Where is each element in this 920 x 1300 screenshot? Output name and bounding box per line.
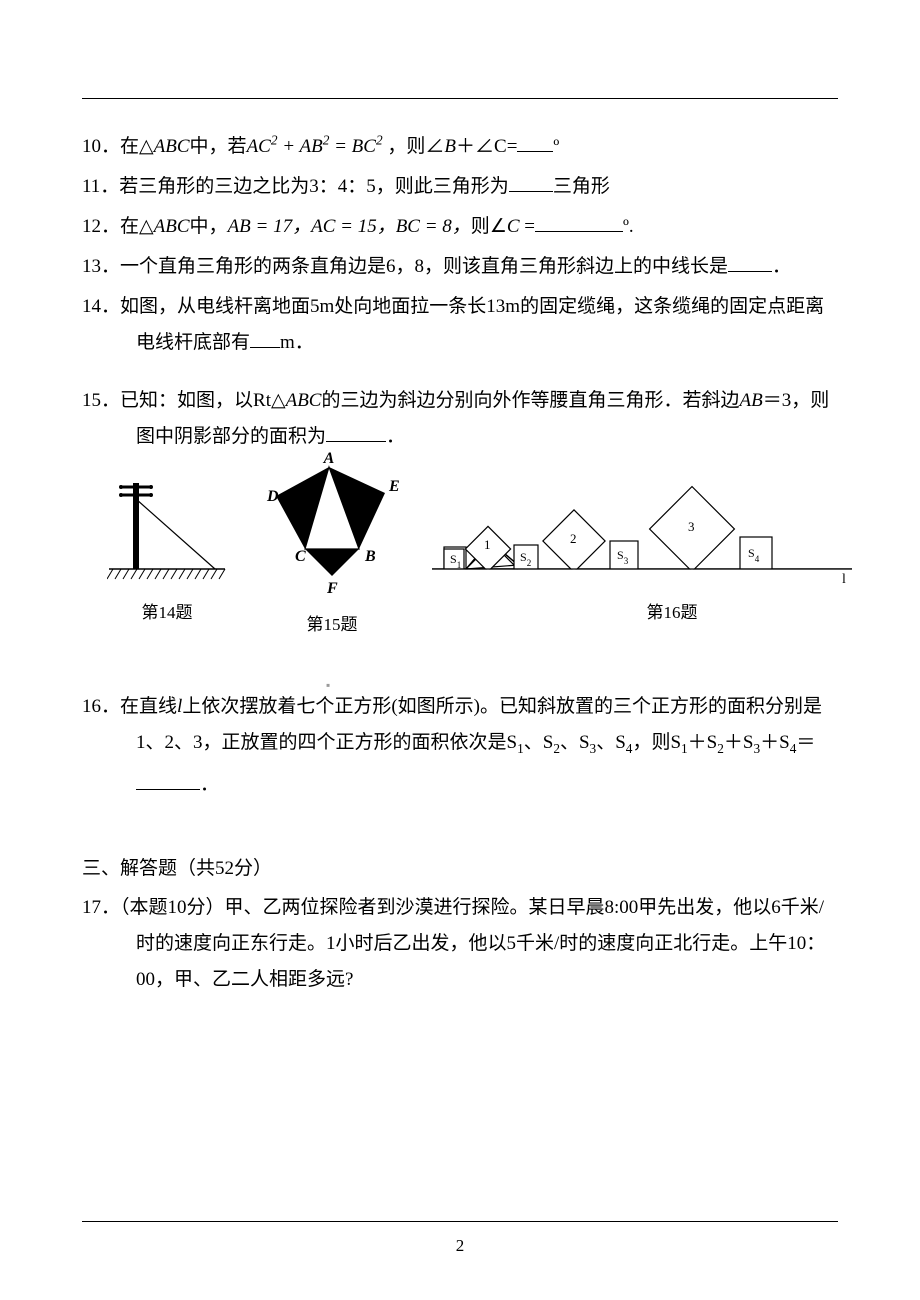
q10-angC: C= xyxy=(494,136,517,157)
q12-seg: AB = 17，AC = 15，BC = 8， xyxy=(228,216,471,237)
figure-16: S1 1 S2 2 S3 3 S4 l 第16题 xyxy=(432,459,852,623)
q10-unit: º xyxy=(553,136,559,157)
sub2b: 2 xyxy=(717,741,724,756)
q10-num: 10． xyxy=(82,136,120,157)
figure-15: A C B D E F 第15题 xyxy=(257,441,407,635)
q10-angB: B xyxy=(444,136,456,157)
q12-unit: º. xyxy=(623,216,634,237)
question-16: 16．在直线l上依次摆放着七个正方形(如图所示)。已知斜放置的三个正方形的面积分… xyxy=(82,689,838,803)
bottom-rule xyxy=(82,1221,838,1222)
q16-p1: ＋S xyxy=(688,732,718,753)
label-B: B xyxy=(364,548,376,565)
q13-a: 一个直角三角形的两条直角边是6，8，则该直角三角形斜边上的中线长是 xyxy=(120,256,728,277)
figure-16-caption: 第16题 xyxy=(492,598,852,623)
q13-num: 13． xyxy=(82,256,120,277)
q16-c: ，则S xyxy=(632,732,681,753)
figures-row: 第14题 A C B D E F xyxy=(82,459,838,639)
q12-tri: △ABC xyxy=(139,216,190,237)
q13-blank xyxy=(728,252,772,272)
question-17: 17．（本题10分）甲、乙两位探险者到沙漠进行探险。某日早晨8:00甲先出发，他… xyxy=(82,890,838,998)
question-11: 11．若三角形的三边之比为3：4：5，则此三角形为 三角形 xyxy=(82,169,838,205)
q16-period: ． xyxy=(200,774,219,795)
spacer xyxy=(82,365,838,383)
label-D: D xyxy=(266,488,279,505)
sub2: 2 xyxy=(553,741,560,756)
q10-plus: ＋∠ xyxy=(456,136,494,157)
q10-tri: △ABC xyxy=(139,136,190,157)
q14-blank xyxy=(250,328,280,348)
q16-a: 在直线 xyxy=(120,696,177,717)
q12-ang: ∠C = xyxy=(490,216,535,237)
q16-blank xyxy=(136,770,200,790)
q12-a: 在 xyxy=(120,216,139,237)
q15-a: 已知：如图，以Rt xyxy=(120,390,271,411)
q16-p3: ＋S xyxy=(760,732,790,753)
q12-c: 则 xyxy=(471,216,490,237)
label-A: A xyxy=(323,450,335,467)
figure-14: 第14题 xyxy=(102,469,232,623)
q14-unit: m． xyxy=(280,332,314,353)
q15-b: 的三边为斜边分别向外作等腰直角三角形．若斜边 xyxy=(321,390,739,411)
watermark-icon: ▪ xyxy=(326,678,330,693)
q12-num: 12． xyxy=(82,216,120,237)
q10-b: 中，若 xyxy=(190,136,247,157)
sub1: 1 xyxy=(517,741,524,756)
q11-num: 11． xyxy=(82,176,119,197)
q15-ab: AB xyxy=(740,390,763,411)
q13-period: ． xyxy=(772,256,791,277)
q16-num: 16． xyxy=(82,696,120,717)
question-13: 13．一个直角三角形的两条直角边是6，8，则该直角三角形斜边上的中线长是 ． xyxy=(82,249,838,285)
label-C: C xyxy=(295,548,306,565)
q17-text: （本题10分）甲、乙两位探险者到沙漠进行探险。某日早晨8:00甲先出发，他以6千… xyxy=(120,897,825,990)
question-14: 14．如图，从电线杆离地面5m处向地面拉一条长13m的固定缆绳，这条缆绳的固定点… xyxy=(82,289,838,361)
question-10: 10．在△ABC中，若AC2 + AB2 = BC2 ，则∠B＋∠C= º xyxy=(82,129,838,165)
q11-b: 三角形 xyxy=(553,176,610,197)
q16-p2: ＋S xyxy=(724,732,754,753)
q12-b: 中， xyxy=(190,216,228,237)
q16-eq: ＝ xyxy=(796,732,815,753)
q15-num: 15． xyxy=(82,390,120,411)
d1-label: 1 xyxy=(484,537,491,552)
q11-a: 若三角形的三边之比为3：4：5，则此三角形为 xyxy=(119,176,509,197)
q15-blank xyxy=(326,422,386,442)
figure-14-svg xyxy=(107,469,227,589)
figure-16-svg: S1 1 S2 2 S3 3 S4 l xyxy=(432,459,852,589)
figure-15-caption: 第15题 xyxy=(257,610,407,635)
q12-blank xyxy=(535,212,623,232)
d3-label: 3 xyxy=(688,519,695,534)
figure-15-svg: A C B D E F xyxy=(257,441,407,601)
q14-a: 如图，从电线杆离地面5m处向地面拉一条长13m的固定缆绳，这条缆绳的固定点距离电… xyxy=(120,296,824,353)
question-12: 12．在△ABC中，AB = 17，AC = 15，BC = 8，则∠C = º. xyxy=(82,209,838,245)
line-l-label: l xyxy=(842,572,846,587)
page-number: 2 xyxy=(0,1236,920,1256)
q10-c: ，则∠ xyxy=(383,136,445,157)
label-F: F xyxy=(326,580,338,597)
q17-num: 17． xyxy=(82,897,120,918)
page: 10．在△ABC中，若AC2 + AB2 = BC2 ，则∠B＋∠C=º 11．… xyxy=(0,0,920,1300)
top-rule xyxy=(82,98,838,99)
q10-a: 在 xyxy=(120,136,139,157)
d2-label: 2 xyxy=(570,531,577,546)
figure-14-caption: 第14题 xyxy=(102,598,232,623)
q10-blank xyxy=(517,132,553,152)
sub3: 3 xyxy=(590,741,597,756)
q14-num: 14． xyxy=(82,296,120,317)
q11-blank xyxy=(509,172,553,192)
question-15: 15．已知：如图，以Rt△ABC的三边为斜边分别向外作等腰直角三角形．若斜边AB… xyxy=(82,383,838,455)
q10-eq: AC2 + AB2 = BC2 xyxy=(247,136,383,157)
sub1b: 1 xyxy=(681,741,688,756)
q15-tri: △ABC xyxy=(271,390,322,411)
section-3-head: 三、解答题（共52分） xyxy=(82,853,838,880)
label-E: E xyxy=(388,478,400,495)
